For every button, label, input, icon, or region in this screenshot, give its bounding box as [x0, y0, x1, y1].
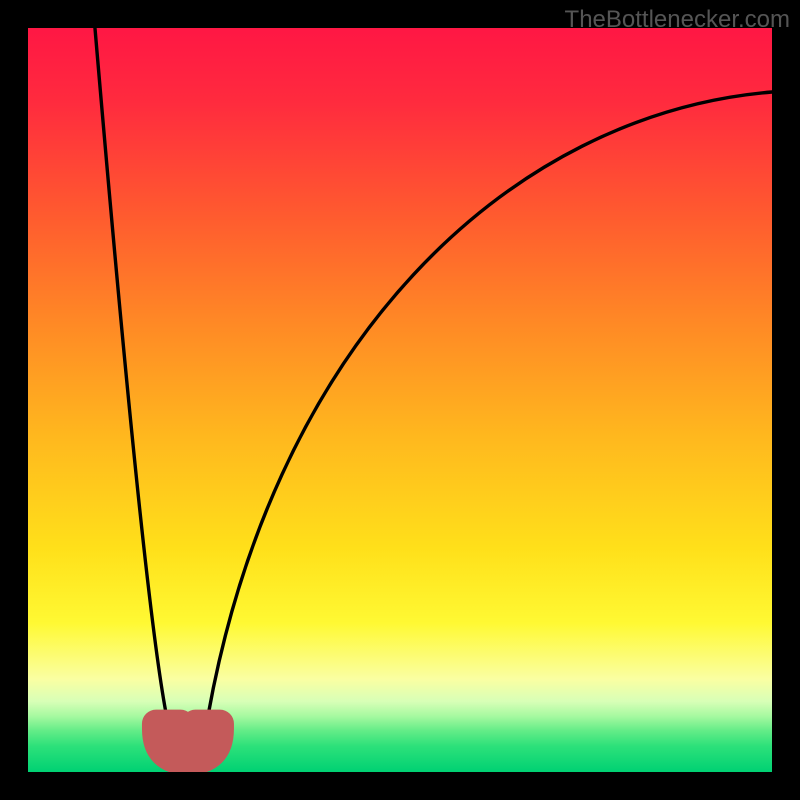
bottleneck-marker — [156, 724, 220, 761]
chart-stage: TheBottlenecker.com — [0, 0, 800, 800]
bottleneck-chart-svg — [0, 0, 800, 800]
chart-gradient-background — [28, 28, 772, 772]
